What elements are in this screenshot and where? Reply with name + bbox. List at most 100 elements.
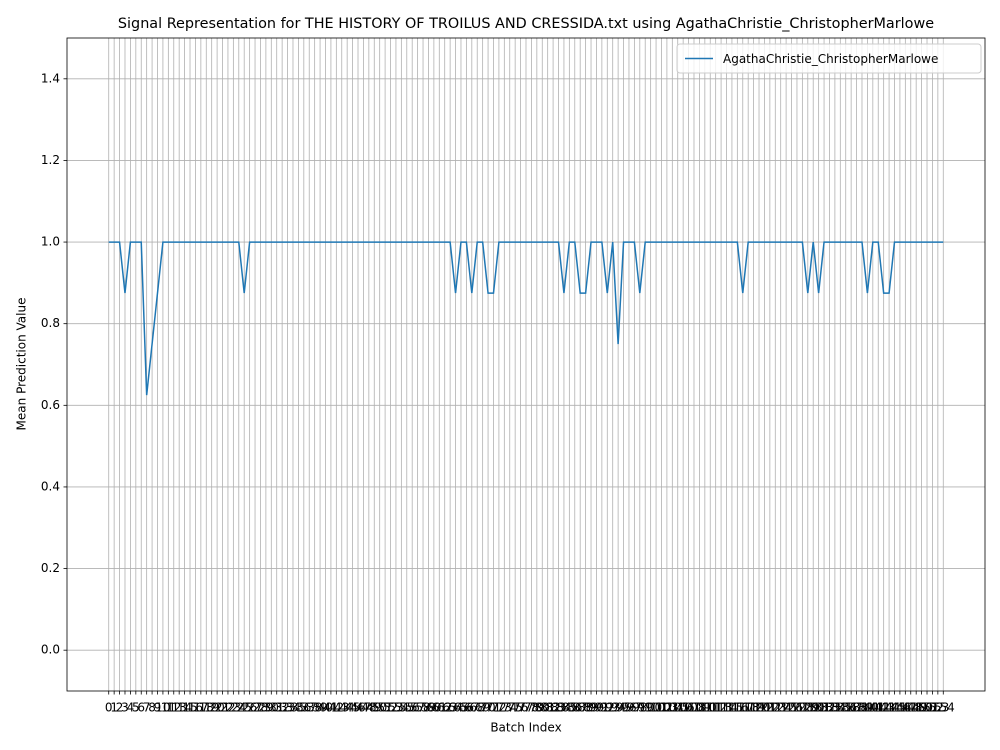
x-tick-label: 59 xyxy=(421,701,436,715)
x-tick-label: 87 xyxy=(573,701,588,715)
x-tick-label: 133 xyxy=(818,701,841,715)
x-tick-label: 76 xyxy=(513,701,528,715)
x-tick-label: 14 xyxy=(177,701,192,715)
x-tick-label: 120 xyxy=(748,701,771,715)
x-tick-label: 97 xyxy=(627,701,642,715)
x-tick-label: 126 xyxy=(780,701,803,715)
chart-title: Signal Representation for THE HISTORY OF… xyxy=(118,16,934,32)
x-tick-label: 106 xyxy=(672,701,695,715)
x-tick-label: 92 xyxy=(600,701,615,715)
x-axis-label: Batch Index xyxy=(490,721,561,735)
x-tick-label: 141 xyxy=(861,701,884,715)
x-tick-label: 6 xyxy=(137,701,145,715)
x-tick-label: 29 xyxy=(258,701,273,715)
x-tick-label: 147 xyxy=(894,701,917,715)
x-tick-label: 47 xyxy=(356,701,371,715)
x-tick-label: 7 xyxy=(143,701,151,715)
x-tick-label: 78 xyxy=(524,701,539,715)
x-tick-label: 68 xyxy=(470,701,485,715)
x-tick-label: 15 xyxy=(182,701,197,715)
x-tick-label: 72 xyxy=(491,701,506,715)
x-tick-label: 54 xyxy=(394,701,409,715)
x-tick-label: 136 xyxy=(834,701,857,715)
x-tick-label: 154 xyxy=(932,701,955,715)
x-tick-label: 66 xyxy=(459,701,474,715)
x-tick-label: 80 xyxy=(535,701,550,715)
x-tick-label: 65 xyxy=(453,701,468,715)
x-tick-label: 83 xyxy=(551,701,566,715)
x-tick-label: 34 xyxy=(285,701,300,715)
x-tick-label: 119 xyxy=(742,701,765,715)
x-tick-label: 89 xyxy=(583,701,598,715)
x-tick-label: 49 xyxy=(367,701,382,715)
x-tick-label: 123 xyxy=(764,701,787,715)
x-tick-label: 57 xyxy=(410,701,425,715)
plot-frame xyxy=(66,37,986,692)
x-tick-label: 79 xyxy=(529,701,544,715)
x-tick-label: 3 xyxy=(121,701,129,715)
x-tick-label: 94 xyxy=(610,701,625,715)
x-tick-label: 129 xyxy=(796,701,819,715)
y-tick-label: 0.0 xyxy=(41,643,60,657)
x-tick-label: 101 xyxy=(645,701,668,715)
x-tick-label: 8 xyxy=(148,701,156,715)
x-tick-label: 60 xyxy=(426,701,441,715)
x-tick-label: 114 xyxy=(715,701,738,715)
x-tick-label: 95 xyxy=(616,701,631,715)
x-tick-label: 104 xyxy=(661,701,684,715)
x-tick-label: 150 xyxy=(910,701,933,715)
x-tick-label: 102 xyxy=(650,701,673,715)
x-tick-label: 33 xyxy=(280,701,295,715)
x-tick-label: 10 xyxy=(155,701,170,715)
x-tick-label: 64 xyxy=(448,701,463,715)
x-tick-label: 85 xyxy=(562,701,577,715)
x-tick-label: 9 xyxy=(154,701,162,715)
x-tick-label: 81 xyxy=(540,701,555,715)
x-tick-label: 122 xyxy=(758,701,781,715)
x-tick-label: 53 xyxy=(388,701,403,715)
x-tick-label: 132 xyxy=(813,701,836,715)
x-tick-label: 70 xyxy=(480,701,495,715)
x-tick-label: 148 xyxy=(899,701,922,715)
x-tick-label: 146 xyxy=(888,701,911,715)
x-tick-label: 39 xyxy=(312,701,327,715)
x-tick-label: 124 xyxy=(769,701,792,715)
y-tick-label: 0.4 xyxy=(41,479,60,493)
x-tick-label: 5 xyxy=(132,701,140,715)
x-tick-label: 116 xyxy=(726,701,749,715)
x-tick-label: 121 xyxy=(753,701,776,715)
x-tick-label: 36 xyxy=(296,701,311,715)
x-tick-label: 115 xyxy=(720,701,743,715)
x-tick-label: 99 xyxy=(638,701,653,715)
x-tick-label: 19 xyxy=(204,701,219,715)
x-tick-label: 71 xyxy=(486,701,501,715)
x-tick-label: 75 xyxy=(508,701,523,715)
x-tick-label: 38 xyxy=(307,701,322,715)
x-tick-label: 32 xyxy=(274,701,289,715)
x-tick-label: 144 xyxy=(878,701,901,715)
x-tick-label: 11 xyxy=(161,701,176,715)
x-tick-label: 107 xyxy=(677,701,700,715)
x-tick-label: 103 xyxy=(655,701,678,715)
x-tick-label: 91 xyxy=(594,701,609,715)
x-tick-label: 153 xyxy=(926,701,949,715)
x-tick-label: 28 xyxy=(253,701,268,715)
x-tick-label: 138 xyxy=(845,701,868,715)
x-tick-label: 112 xyxy=(704,701,727,715)
x-tick-label: 50 xyxy=(372,701,387,715)
x-tick-label: 108 xyxy=(683,701,706,715)
x-tick-label: 151 xyxy=(916,701,939,715)
x-tick-label: 23 xyxy=(226,701,241,715)
x-tick-label: 77 xyxy=(518,701,533,715)
x-tick-label: 25 xyxy=(237,701,252,715)
x-tick-label: 63 xyxy=(442,701,457,715)
x-tick-label: 21 xyxy=(215,701,230,715)
y-tick-label: 0.2 xyxy=(41,561,60,575)
x-tick-label: 137 xyxy=(840,701,863,715)
x-tick-label: 41 xyxy=(323,701,338,715)
x-tick-label: 128 xyxy=(791,701,814,715)
y-tick-label: 0.6 xyxy=(41,398,60,412)
y-tick-label: 0.8 xyxy=(41,316,60,330)
